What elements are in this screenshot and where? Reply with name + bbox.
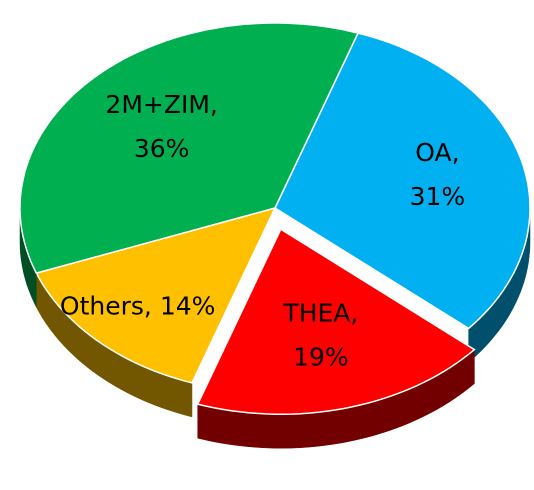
slice-group: THEA, 19% — [196, 228, 476, 449]
category-label: 2M+ZIM, — [105, 90, 217, 119]
slice — [196, 228, 476, 415]
data-label: Others, 14% — [60, 292, 216, 321]
slice-group: Others, 14% — [35, 206, 277, 418]
slice-group: 2M+ZIM, 36% — [19, 22, 360, 308]
value-label: 19% — [293, 342, 349, 371]
category-label: THEA, — [282, 298, 358, 327]
value-label: 36% — [134, 134, 190, 163]
slice-group: OA, 31% — [274, 32, 531, 363]
category-label: OA, — [415, 138, 459, 167]
slice — [19, 22, 360, 274]
slice — [35, 206, 277, 384]
value-label: 31% — [410, 182, 466, 211]
slice — [274, 32, 531, 330]
value-label: 14% — [160, 292, 216, 321]
category-label: Others, — [60, 292, 152, 321]
